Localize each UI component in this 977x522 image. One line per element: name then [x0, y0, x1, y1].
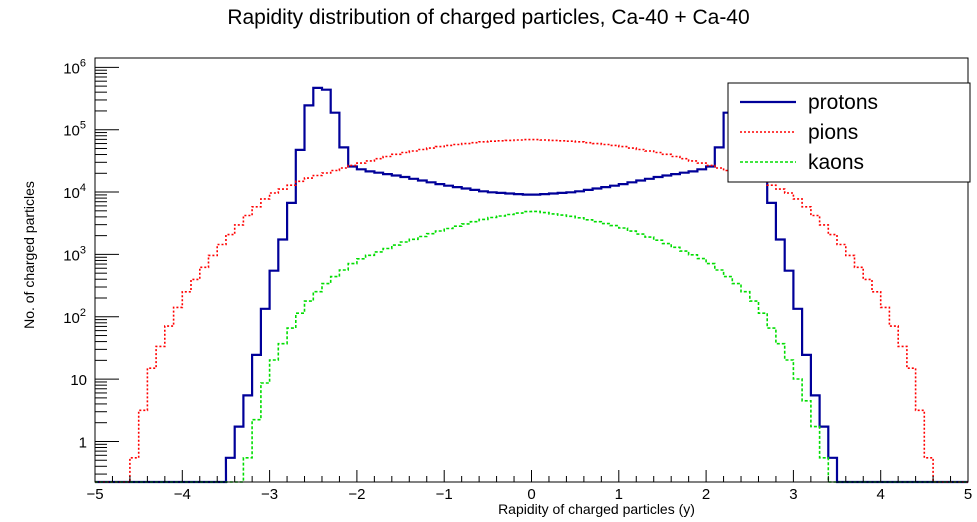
x-tick-label: −1	[436, 486, 453, 503]
y-axis-title: No. of charged particles	[21, 181, 37, 329]
series-layer	[95, 86, 968, 484]
y-tick-label: 102	[63, 307, 86, 327]
x-tick-label: 3	[789, 486, 797, 503]
x-tick-label: −3	[261, 486, 278, 503]
legend: protons pions kaons	[727, 82, 971, 183]
x-tick-label: 1	[615, 486, 623, 503]
x-tick-label: −4	[174, 486, 191, 503]
legend-label-pions: pions	[808, 121, 858, 144]
y-tick-label: 1	[79, 434, 87, 451]
legend-label-kaons: kaons	[808, 151, 864, 174]
x-tick-label: −5	[86, 486, 103, 503]
chart-title: Rapidity distribution of charged particl…	[227, 6, 750, 29]
x-tick-label: 0	[527, 486, 535, 503]
x-tick-label: 5	[964, 486, 972, 503]
ticks-layer	[94, 66, 969, 482]
series-kaons	[95, 210, 968, 483]
y-tick-label: 10	[70, 372, 87, 389]
y-tick-label: 105	[63, 120, 86, 140]
x-axis-title: Rapidity of charged particles (y)	[498, 501, 695, 517]
series-pions	[95, 138, 968, 483]
tick-labels-layer: −5 −4 −3 −2 −1 0 1 2 3 4 5 1 10 102 103 104 105 106	[63, 57, 972, 503]
x-tick-label: 4	[877, 486, 885, 503]
y-tick-label: 103	[63, 244, 86, 264]
series-protons	[95, 86, 968, 484]
y-tick-label: 106	[63, 57, 86, 77]
y-tick-label: 104	[63, 182, 86, 202]
x-tick-label: 2	[702, 486, 710, 503]
x-tick-label: −2	[348, 486, 365, 503]
legend-label-protons: protons	[808, 91, 878, 114]
